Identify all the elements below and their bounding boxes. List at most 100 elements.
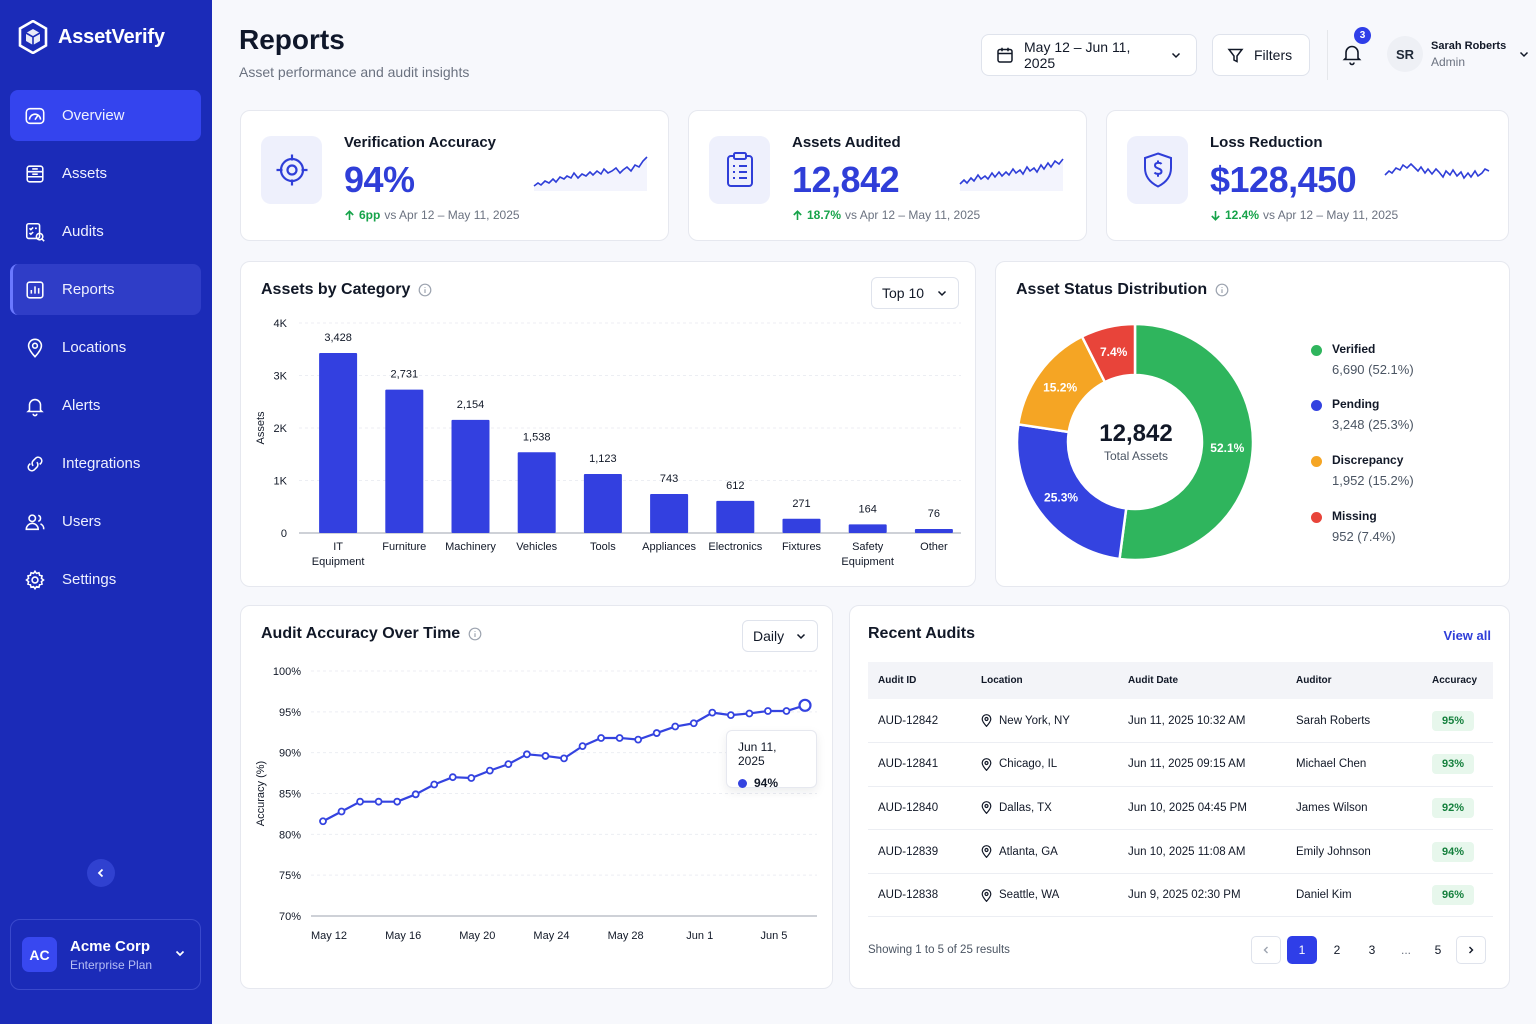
sidebar-item-locations[interactable]: Locations <box>10 322 201 373</box>
status-distribution-card: Asset Status Distribution 52.1% 25.3% 15.2… <box>995 261 1510 587</box>
user-menu[interactable]: SR Sarah Roberts Admin <box>1387 36 1530 72</box>
data-point[interactable] <box>393 797 402 806</box>
data-point[interactable] <box>726 711 735 719</box>
bar[interactable] <box>716 500 755 533</box>
sidebar-item-settings[interactable]: Settings <box>10 554 201 605</box>
table-row[interactable]: AUD-12842 New York, NY Jun 11, 2025 10:32 … <box>868 699 1493 744</box>
data-point[interactable] <box>634 735 643 744</box>
data-point[interactable] <box>745 709 754 718</box>
audit-id[interactable]: AUD-12841 <box>868 742 971 787</box>
bar-value-label: 2,154 <box>457 399 485 411</box>
info-icon[interactable] <box>418 283 432 297</box>
recent-audits-card: Recent Audits View all Audit ID Location… <box>849 605 1510 989</box>
sidebar-item-overview[interactable]: Overview <box>10 90 201 141</box>
location: Atlanta, GA <box>981 845 1118 859</box>
donut-slice-pending[interactable] <box>1015 422 1128 561</box>
page-button[interactable]: 1 <box>1287 936 1317 964</box>
data-point[interactable] <box>356 797 364 806</box>
data-point[interactable] <box>448 773 457 782</box>
column-header[interactable]: Location <box>971 662 1118 699</box>
org-switcher[interactable]: AC Acme Corp Enterprise Plan <box>10 919 201 990</box>
y-tick-label: 80% <box>279 829 301 841</box>
legend-name: Pending <box>1332 397 1380 411</box>
column-header[interactable]: Audit ID <box>868 662 971 699</box>
sidebar-item-alerts[interactable]: Alerts <box>10 380 201 431</box>
info-icon[interactable] <box>1215 283 1229 297</box>
donut-slice-verified[interactable] <box>1118 322 1255 562</box>
data-point[interactable] <box>374 797 383 806</box>
kpi-value: 94% <box>344 159 415 200</box>
bar[interactable] <box>319 353 358 533</box>
legend-dot <box>1311 456 1322 467</box>
data-point[interactable] <box>782 707 791 715</box>
table-row[interactable]: AUD-12838 Seattle, WA Jun 9, 2025 02:30 PM… <box>868 873 1493 918</box>
data-point[interactable] <box>411 790 420 799</box>
brand[interactable]: AssetVerify <box>18 20 165 54</box>
audit-id[interactable]: AUD-12839 <box>868 829 971 874</box>
table-row[interactable]: AUD-12840 Dallas, TX Jun 10, 2025 04:45 PM… <box>868 786 1493 831</box>
gear-icon <box>25 569 45 590</box>
map-pin-icon <box>981 714 992 728</box>
bar[interactable] <box>451 419 490 533</box>
sidebar-item-assets[interactable]: Assets <box>10 148 201 199</box>
page-button[interactable]: 5 <box>1434 943 1442 957</box>
data-point[interactable] <box>467 774 476 782</box>
view-all-link[interactable]: View all <box>1443 628 1491 643</box>
data-point[interactable] <box>689 719 698 728</box>
bar[interactable] <box>782 518 821 533</box>
data-point[interactable] <box>652 729 661 737</box>
x-tick-label: IT <box>333 541 343 553</box>
column-header[interactable]: Accuracy <box>1422 662 1493 699</box>
donut-slice-missing[interactable] <box>1080 322 1137 384</box>
granularity-select[interactable]: Daily <box>742 620 818 652</box>
accuracy-cell: 95% <box>1422 699 1493 744</box>
data-point[interactable] <box>798 698 812 712</box>
sidebar-item-label: Reports <box>62 281 115 298</box>
filters-button[interactable]: Filters <box>1212 34 1310 76</box>
org-plan: Enterprise Plan <box>70 957 153 972</box>
data-point[interactable] <box>541 752 550 760</box>
audit-id[interactable]: AUD-12840 <box>868 786 971 831</box>
table-row[interactable]: AUD-12839 Atlanta, GA Jun 10, 2025 11:08 A… <box>868 829 1493 874</box>
page-button[interactable]: 3 <box>1368 943 1376 957</box>
audit-id[interactable]: AUD-12842 <box>868 699 971 744</box>
data-point[interactable] <box>504 760 513 769</box>
data-point[interactable] <box>319 817 327 826</box>
auditor: Michael Chen <box>1286 742 1422 787</box>
column-header[interactable]: Auditor <box>1286 662 1422 699</box>
data-point[interactable] <box>764 707 772 715</box>
data-point[interactable] <box>485 766 494 775</box>
data-point[interactable] <box>523 750 531 759</box>
next-page-button[interactable] <box>1456 936 1486 964</box>
data-point[interactable] <box>560 754 568 763</box>
data-point[interactable] <box>430 780 439 789</box>
filters-label: Filters <box>1254 47 1293 63</box>
bar[interactable] <box>848 524 887 533</box>
data-point[interactable] <box>708 708 717 717</box>
sidebar-collapse-button[interactable] <box>87 859 115 887</box>
sidebar-item-integrations[interactable]: Integrations <box>10 438 201 489</box>
sidebar-item-audits[interactable]: Audits <box>10 206 201 257</box>
data-point[interactable] <box>337 807 346 816</box>
bar-value-label: 1,123 <box>589 453 617 465</box>
column-header[interactable]: Audit Date <box>1118 662 1286 699</box>
data-point[interactable] <box>615 734 624 742</box>
page-button[interactable]: 2 <box>1333 943 1341 957</box>
table-row[interactable]: AUD-12841 Chicago, IL Jun 11, 2025 09:15 A… <box>868 742 1493 787</box>
sidebar-item-reports[interactable]: Reports <box>10 264 201 315</box>
data-point[interactable] <box>578 742 587 751</box>
notifications-bell-icon[interactable] <box>1341 42 1363 66</box>
audit-id[interactable]: AUD-12838 <box>868 873 971 918</box>
info-icon[interactable] <box>468 627 482 641</box>
prev-page-button[interactable] <box>1251 936 1281 964</box>
bar[interactable] <box>385 389 424 533</box>
data-point[interactable] <box>597 734 605 742</box>
bar[interactable] <box>914 529 953 533</box>
date-range-picker[interactable]: May 12 – Jun 11, 2025 <box>981 34 1197 76</box>
bar[interactable] <box>650 493 689 533</box>
bar[interactable] <box>517 452 556 533</box>
data-point[interactable] <box>671 722 680 731</box>
top-n-select[interactable]: Top 10 <box>871 277 959 309</box>
bar[interactable] <box>583 474 622 533</box>
sidebar-item-users[interactable]: Users <box>10 496 201 547</box>
